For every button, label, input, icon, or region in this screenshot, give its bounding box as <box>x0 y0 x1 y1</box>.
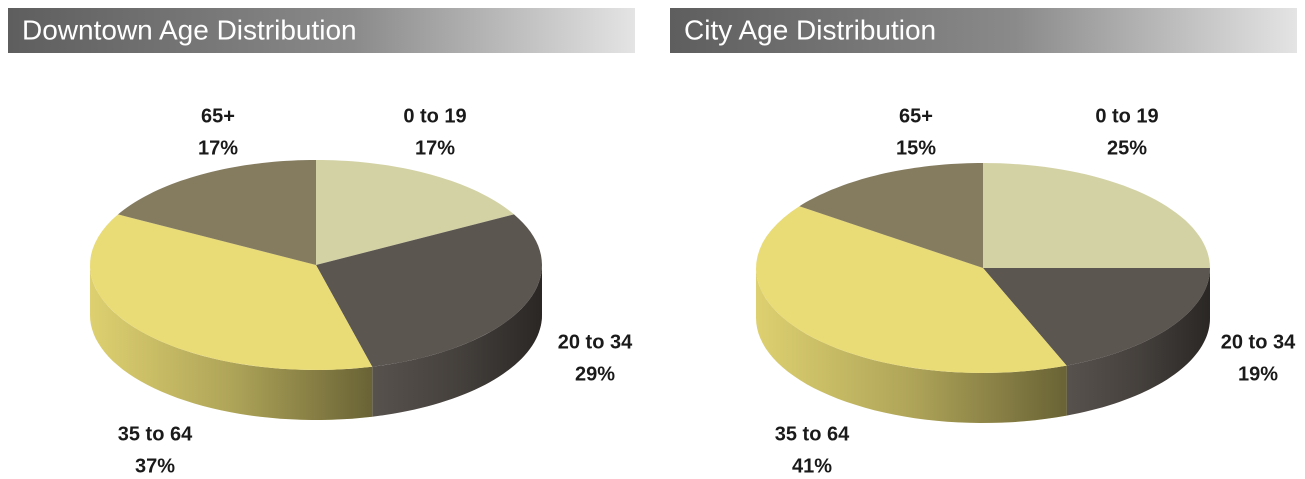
value-label: 37% <box>135 455 175 474</box>
slice <box>799 163 983 268</box>
slice-side-shade <box>372 265 542 417</box>
value-label: 29% <box>575 363 615 385</box>
category-label: 20 to 34 <box>558 331 633 353</box>
slice <box>756 206 1067 373</box>
title-bar <box>8 8 635 53</box>
category-label: 20 to 34 <box>1221 331 1296 353</box>
value-label: 19% <box>1238 363 1278 385</box>
value-label: 17% <box>198 137 238 159</box>
category-label: 0 to 19 <box>1095 105 1158 127</box>
category-label: 65+ <box>899 105 933 127</box>
chart-title: Downtown Age Distribution <box>22 14 357 45</box>
slice <box>90 214 373 370</box>
slice-side-shade <box>1066 268 1210 416</box>
value-label: 41% <box>792 455 832 474</box>
category-label: 35 to 64 <box>775 423 850 445</box>
slice-side-shade <box>90 265 373 420</box>
category-label: 35 to 64 <box>118 423 193 445</box>
slice <box>983 163 1210 268</box>
slice <box>316 214 542 367</box>
slice <box>983 268 1210 366</box>
slice <box>118 160 316 265</box>
value-label: 25% <box>1107 137 1147 159</box>
category-label: 65+ <box>201 105 235 127</box>
slice-side-shade <box>756 268 1067 423</box>
value-label: 15% <box>896 137 936 159</box>
category-label: 0 to 19 <box>403 105 466 127</box>
chart-title: City Age Distribution <box>684 14 936 45</box>
slice <box>316 160 514 265</box>
title-bar <box>670 8 1297 53</box>
value-label: 17% <box>415 137 455 159</box>
